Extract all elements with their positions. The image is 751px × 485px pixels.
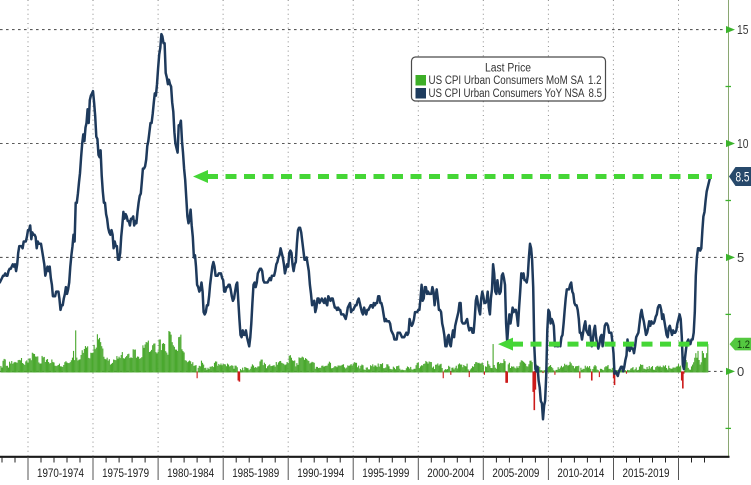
svg-text:10: 10: [737, 136, 749, 151]
svg-text:2000-2004: 2000-2004: [427, 468, 475, 480]
svg-text:15: 15: [737, 22, 749, 37]
svg-text:1.2: 1.2: [737, 339, 750, 351]
svg-text:1.2: 1.2: [588, 75, 602, 87]
svg-text:US CPI Urban Consumers MoM SA: US CPI Urban Consumers MoM SA: [429, 75, 584, 87]
svg-text:8.5: 8.5: [736, 168, 750, 184]
svg-text:2015-2019: 2015-2019: [623, 468, 670, 480]
svg-text:Last Price: Last Price: [485, 63, 531, 75]
svg-text:2010-2014: 2010-2014: [557, 468, 605, 480]
svg-text:1970-1974: 1970-1974: [37, 468, 85, 480]
svg-text:8.5: 8.5: [589, 88, 603, 100]
svg-text:US CPI Urban Consumers YoY NSA: US CPI Urban Consumers YoY NSA: [429, 88, 585, 100]
svg-text:1980-1984: 1980-1984: [167, 468, 215, 480]
svg-text:2005-2009: 2005-2009: [492, 468, 539, 480]
svg-text:1985-1989: 1985-1989: [232, 468, 279, 480]
svg-text:5: 5: [737, 250, 744, 265]
svg-text:1990-1994: 1990-1994: [297, 468, 345, 480]
svg-text:0: 0: [737, 364, 744, 379]
svg-text:1975-1979: 1975-1979: [102, 468, 149, 480]
svg-text:1995-1999: 1995-1999: [362, 468, 409, 480]
